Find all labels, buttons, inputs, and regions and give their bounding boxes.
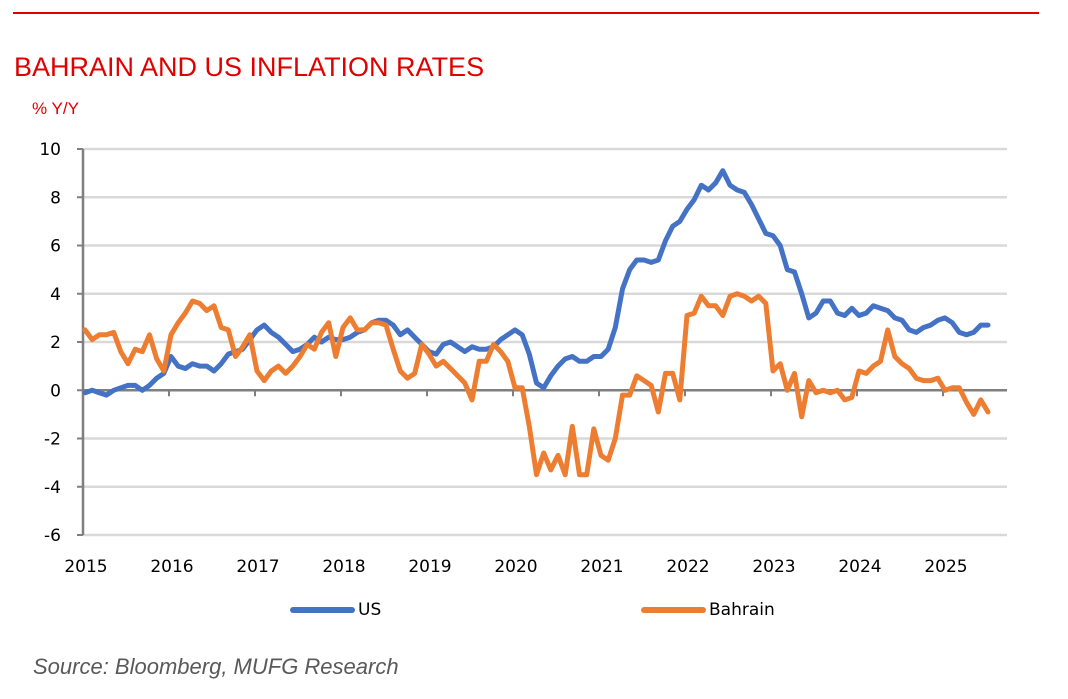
x-tick-label: 2021 bbox=[580, 557, 623, 577]
y-axis-unit-label: % Y/Y bbox=[32, 99, 79, 118]
series-line-us bbox=[82, 168, 991, 398]
top-rule bbox=[13, 12, 1039, 14]
y-tick-label: 8 bbox=[50, 188, 61, 208]
y-tick-label: 4 bbox=[50, 285, 61, 305]
legend-swatch-bahrain bbox=[641, 607, 706, 613]
y-tick-label: 10 bbox=[39, 140, 61, 160]
series-line-bahrain bbox=[82, 291, 991, 478]
x-tick-label: 2024 bbox=[838, 557, 881, 577]
y-tick-label: -6 bbox=[44, 526, 61, 546]
x-tick-label: 2019 bbox=[408, 557, 451, 577]
legend-item-us: US bbox=[290, 600, 381, 620]
y-tick-label: 2 bbox=[50, 333, 61, 353]
source-note: Source: Bloomberg, MUFG Research bbox=[33, 654, 399, 679]
y-tick-label: 0 bbox=[50, 381, 61, 401]
legend-label-bahrain: Bahrain bbox=[709, 600, 775, 620]
x-tick-label: 2020 bbox=[494, 557, 537, 577]
x-tick-label: 2023 bbox=[752, 557, 795, 577]
x-tick-label: 2017 bbox=[236, 557, 279, 577]
y-tick-label: 6 bbox=[50, 237, 61, 257]
legend-label-us: US bbox=[358, 600, 382, 620]
x-tick-label: 2015 bbox=[64, 557, 107, 577]
x-tick-label: 2016 bbox=[150, 557, 193, 577]
x-tick-label: 2025 bbox=[924, 557, 967, 577]
x-tick-label: 2018 bbox=[322, 557, 365, 577]
y-tick-label: -4 bbox=[44, 478, 61, 498]
legend-swatch-us bbox=[290, 607, 355, 613]
legend-item-bahrain: Bahrain bbox=[641, 600, 775, 620]
x-tick-label: 2022 bbox=[666, 557, 709, 577]
y-tick-label: -2 bbox=[44, 430, 61, 450]
chart-title: BAHRAIN AND US INFLATION RATES bbox=[14, 52, 485, 82]
